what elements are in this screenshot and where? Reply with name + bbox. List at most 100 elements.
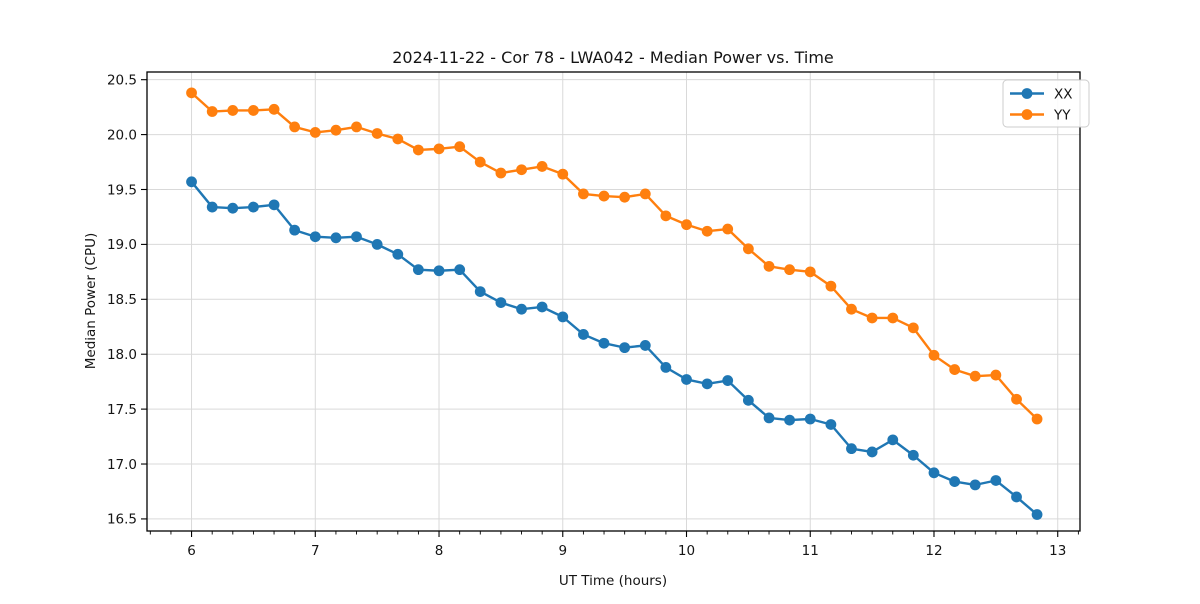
series-XX-point (681, 374, 692, 385)
series-YY-point (825, 280, 837, 292)
series-YY-point (351, 121, 362, 133)
series-XX-point (186, 176, 197, 188)
series-YY-point (516, 164, 527, 176)
series-YY-point (949, 364, 961, 375)
series-YY-point (969, 370, 981, 382)
series-YY-point (804, 266, 816, 278)
legend-label: YY (1053, 107, 1071, 123)
series-XX-point (330, 232, 342, 244)
series-XX-point (598, 337, 610, 349)
x-tick-label: 13 (1049, 543, 1066, 559)
series-YY-point (578, 188, 589, 200)
series-YY-point (392, 133, 404, 145)
series-YY-point (289, 121, 301, 133)
series-XX-point (268, 199, 280, 211)
y-tick-label: 19.0 (107, 237, 137, 253)
series-YY-point (784, 264, 795, 276)
series-XX-point (227, 202, 239, 214)
series-XX-point (784, 414, 795, 426)
series-XX-point (639, 340, 651, 351)
x-tick-label: 12 (925, 543, 942, 559)
series-XX-point (495, 297, 507, 308)
series-XX-point (660, 361, 672, 373)
series-YY-point (206, 106, 218, 117)
series-YY-point (1031, 413, 1043, 425)
series-YY-point (536, 161, 548, 172)
series-YY-point (268, 103, 280, 115)
series-YY-point (557, 168, 569, 180)
series-XX-point (578, 329, 589, 340)
series-XX-point (1031, 509, 1043, 520)
series-YY-point (866, 312, 878, 324)
series-YY-point (681, 219, 692, 231)
series-YY-point (330, 124, 342, 136)
legend-label: XX (1054, 86, 1073, 102)
series-YY-point (495, 167, 507, 179)
series-YY-point (371, 128, 383, 139)
y-tick-label: 20.0 (107, 127, 137, 143)
x-tick-label: 11 (802, 543, 819, 559)
series-XX-point (619, 342, 631, 354)
series-XX-point (887, 434, 899, 446)
series-YY-point (660, 210, 672, 222)
series-XX-point (412, 264, 424, 276)
y-tick-label: 19.5 (107, 182, 137, 198)
x-tick-label: 8 (435, 543, 444, 559)
series-YY-point (412, 144, 424, 156)
chart-title: 2024-11-22 - Cor 78 - LWA042 - Median Po… (392, 48, 834, 67)
series-XX-point (722, 375, 734, 386)
series-XX-point (309, 231, 321, 243)
x-tick-label: 9 (558, 543, 567, 559)
series-YY-point (474, 156, 486, 168)
legend-marker (1021, 109, 1033, 120)
series-XX-point (846, 443, 857, 455)
series-XX-point (701, 378, 713, 390)
series-YY-point (454, 141, 466, 153)
series-YY-point (619, 191, 631, 203)
y-tick-label: 18.5 (107, 292, 137, 308)
series-XX-point (392, 248, 404, 260)
series-YY-point (598, 190, 610, 202)
series-XX-point (928, 467, 940, 479)
series-YY-point (227, 105, 239, 116)
series-XX-point (248, 201, 259, 213)
x-axis-label: UT Time (hours) (559, 573, 667, 589)
series-XX-point (907, 449, 919, 461)
series-YY-point (639, 188, 651, 200)
series-YY-point (722, 223, 734, 235)
series-YY-point (248, 105, 259, 116)
x-tick-label: 6 (187, 543, 196, 559)
x-tick-label: 10 (678, 543, 695, 559)
series-XX-point (557, 311, 569, 323)
series-YY-point (186, 87, 197, 99)
series-YY-point (742, 243, 754, 255)
series-XX-point (825, 419, 837, 430)
series-YY-point (990, 369, 1002, 381)
series-XX-point (1011, 491, 1022, 503)
series-XX-point (474, 286, 486, 298)
y-tick-label: 17.0 (107, 457, 137, 473)
series-XX-point (742, 394, 754, 406)
series-YY-point (1011, 393, 1022, 405)
series-XX-point (804, 413, 816, 425)
series-XX-point (371, 238, 383, 250)
series-YY-point (433, 143, 445, 155)
series-XX-point (763, 412, 775, 424)
series-XX-point (990, 475, 1002, 486)
y-tick-label: 17.5 (107, 402, 137, 418)
series-YY-point (907, 322, 919, 334)
axes-spines (146, 71, 1081, 532)
series-XX-point (866, 446, 878, 458)
series-XX-point (516, 303, 527, 315)
series-XX-line (190, 181, 1038, 516)
series-XX-point (536, 301, 548, 313)
series-XX-point (454, 264, 466, 276)
x-tick-label: 7 (311, 543, 320, 559)
y-axis-label: Median Power (CPU) (83, 233, 99, 369)
series-YY-point (887, 312, 899, 324)
legend-marker (1021, 88, 1033, 99)
series-XX-point (289, 224, 301, 236)
series-YY-point (309, 126, 321, 138)
